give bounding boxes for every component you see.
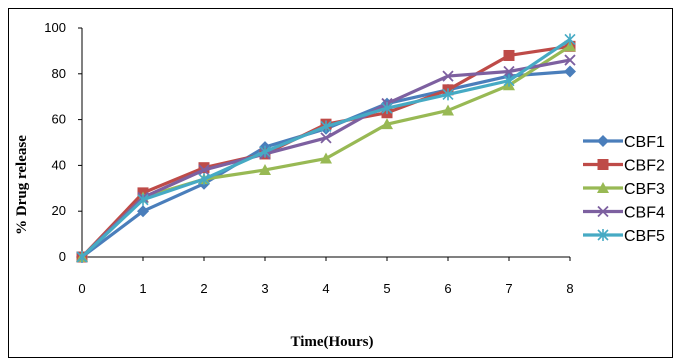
y-tick-label: 100 [44,20,66,35]
x-tick-label: 7 [505,281,512,296]
series-line [81,69,571,259]
data-point [137,205,149,218]
x-tick-label: 5 [383,281,390,296]
data-point [198,173,210,186]
data-point [381,118,393,130]
chart-frame [8,8,673,358]
data-point [564,54,576,66]
y-tick-label: 0 [59,249,66,264]
legend-item-cbf3: CBF3 [583,181,665,198]
legend-marker [597,159,609,170]
legend-label: CBF2 [624,158,665,175]
legend-marker [597,205,609,218]
legend-marker [597,229,609,241]
data-point [198,162,210,174]
x-tick-label: 3 [261,281,268,296]
x-tick-label: 6 [444,281,451,296]
data-point [137,193,149,206]
y-tick-label: 20 [52,203,66,218]
x-tick-label: 8 [566,281,573,296]
legend-item-cbf5: CBF5 [583,228,665,245]
legend-label: CBF3 [624,181,665,198]
data-point [76,251,88,263]
legend-label: CBF5 [624,228,665,245]
data-point [320,132,332,144]
legend-marker [597,135,609,147]
legend-item-cbf4: CBF4 [583,205,665,222]
data-point [320,120,332,133]
legend-label: CBF4 [624,205,665,222]
x-axis-title: Time(Hours) [290,334,373,350]
x-tick-label: 0 [78,281,85,296]
y-axis-title: % Drug release [14,135,30,235]
data-point [564,33,576,46]
series-cbf5 [76,33,576,263]
x-tick-label: 1 [139,281,146,296]
series-cbf2 [76,40,576,263]
legend: CBF1 CBF2 CBF3 CBF4 CBF5 [583,134,665,245]
data-point [198,164,210,176]
legend-marker [597,182,609,193]
data-point [381,102,393,115]
series-lines [76,33,576,263]
legend-item-cbf1: CBF1 [583,134,665,151]
x-tick-labels: 0 1 2 3 4 5 6 7 8 [78,257,574,296]
data-point [503,49,515,61]
x-tick-label: 4 [322,281,329,296]
data-point [320,152,332,164]
legend-label: CBF1 [624,134,665,151]
y-tick-labels: 0 20 40 60 80 100 [44,20,82,264]
y-tick-label: 60 [52,112,66,127]
data-point [503,65,515,78]
data-point [442,70,454,82]
series-cbf1 [76,65,576,263]
data-point [259,163,271,175]
y-tick-label: 40 [52,157,66,172]
data-point [442,88,454,101]
data-point [259,145,271,158]
y-tick-label: 80 [52,66,66,81]
legend-item-cbf2: CBF2 [583,158,665,175]
data-point [564,65,576,78]
data-point [564,40,576,52]
x-tick-label: 2 [200,281,207,296]
data-point [503,74,515,87]
data-point [442,104,454,116]
